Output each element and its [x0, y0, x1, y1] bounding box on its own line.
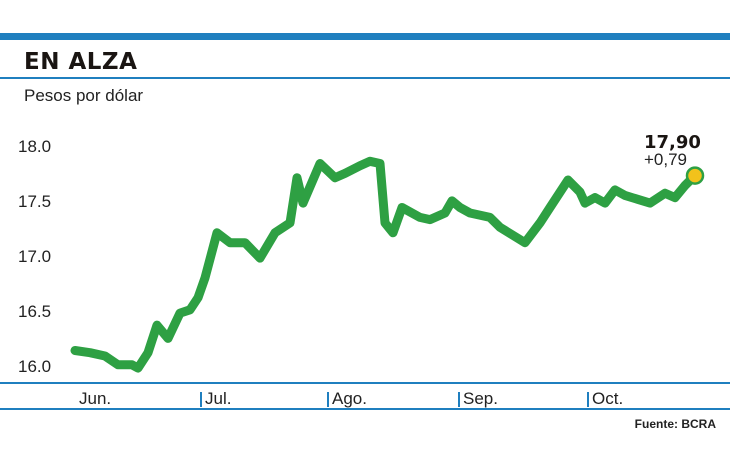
change-label: +0,79: [644, 150, 688, 169]
month-label: Ago.: [332, 389, 367, 408]
tick-mark: [458, 391, 460, 407]
exchange-rate-line: [70, 156, 700, 373]
month-label: Oct.: [592, 389, 624, 408]
y-tick-17-5: 17.5: [18, 192, 52, 211]
last-point-marker: [685, 166, 705, 185]
month-label: Sep.: [463, 389, 498, 408]
y-tick-17: 17.0: [18, 247, 52, 266]
y-tick-18: 18.0: [18, 137, 52, 156]
axis-bottom-rule: [0, 408, 730, 410]
source-credit: Fuente: BCRA: [634, 417, 716, 431]
month-label: Jun.: [79, 389, 112, 408]
x-tick-oct: Oct.: [587, 389, 623, 409]
y-tick-16: 16.0: [18, 357, 52, 376]
chart-subtitle: Pesos por dólar: [24, 86, 144, 105]
top-accent-bar: [0, 33, 730, 40]
axis-top-rule: [0, 382, 730, 384]
y-tick-16-5: 16.5: [18, 302, 52, 321]
last-value-label: 17,90: [644, 132, 701, 153]
month-label: Jul.: [205, 389, 232, 408]
tick-mark: [327, 391, 329, 407]
title-divider: [0, 77, 730, 79]
tick-mark: [587, 391, 589, 407]
x-tick-jun: Jun.: [79, 389, 111, 409]
chart-title: EN ALZA: [24, 49, 138, 75]
x-tick-jul: Jul.: [200, 389, 231, 409]
x-tick-sep: Sep.: [458, 389, 498, 409]
tick-mark: [200, 391, 202, 407]
x-tick-ago: Ago.: [327, 389, 367, 409]
